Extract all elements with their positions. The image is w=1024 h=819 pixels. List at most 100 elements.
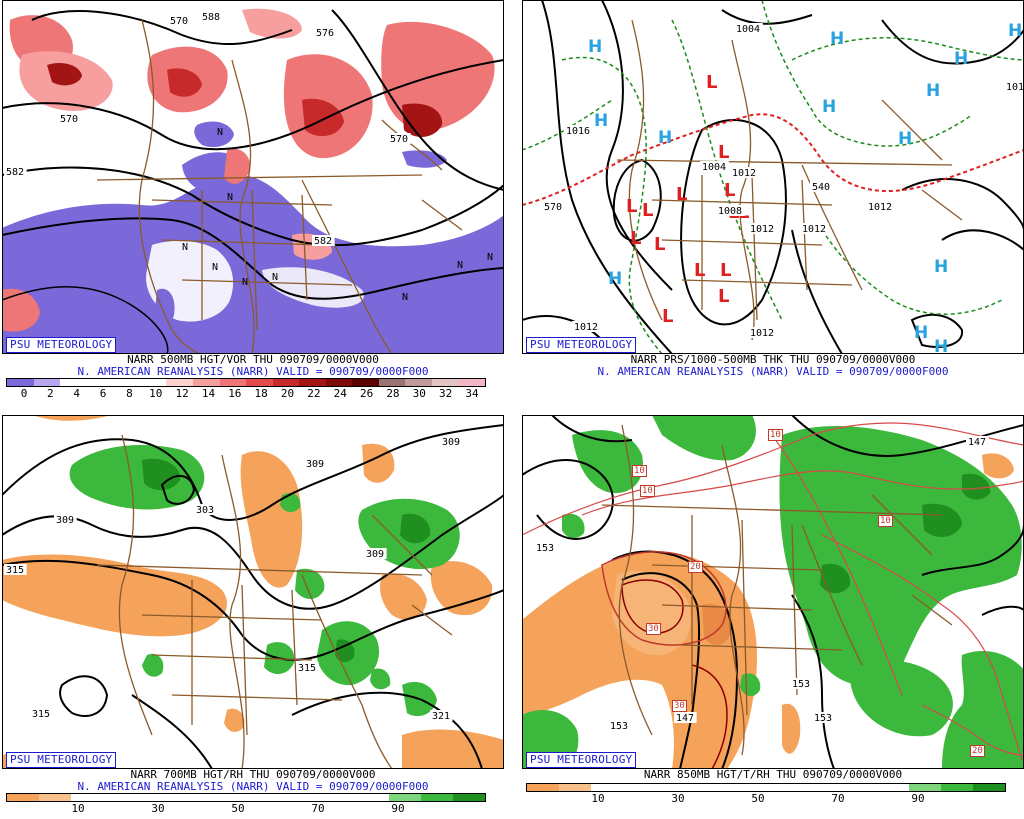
height-contour — [31, 10, 293, 45]
svg-text:N: N — [227, 192, 233, 203]
colorbar-swatch — [750, 784, 782, 791]
contour-label: 309 — [442, 437, 460, 448]
colorbar-tick-label: 30 — [412, 387, 426, 400]
colorbar-swatch — [941, 784, 974, 791]
product-header-line: NARR PRS/1000-500MB THK THU 090709/0000V… — [630, 353, 916, 366]
contour-label: 570 — [60, 114, 78, 125]
colorbar-tick-label: 50 — [751, 792, 765, 805]
valid-time-line: N. AMERICAN REANALYSIS (NARR) VALID = 09… — [77, 365, 429, 378]
contour-label: 1004 — [736, 24, 760, 35]
contour-label: 303 — [196, 505, 214, 516]
colorbar-tick-label: 16 — [228, 387, 242, 400]
svg-text:L: L — [676, 184, 687, 205]
colorbar-tick-label: 0 — [20, 387, 28, 400]
svg-text:H: H — [822, 97, 836, 117]
contour-label: 1004 — [702, 162, 726, 173]
contour-label: 147 — [676, 713, 694, 724]
contour-label: 1016 — [566, 126, 590, 137]
colorbar-swatch — [192, 379, 220, 386]
high-pressure-symbol: H — [588, 37, 602, 57]
contour-label: 570 — [170, 16, 188, 27]
panel-500mb-vorticity: N N N N N N N N N 570 582 570 582 588 576 570 … — [2, 0, 504, 404]
colorbar-tick-label: 4 — [73, 387, 81, 400]
contour-label: 309 — [56, 515, 74, 526]
moist-air-area — [69, 445, 205, 510]
colorbar-labels: 0 2 4 6 8 10 12 14 16 18 20 22 24 26 28 30 32 34 — [6, 388, 484, 402]
temperature-label: 30 — [646, 623, 661, 635]
svg-text:H: H — [594, 111, 608, 131]
contour-label: 540 — [812, 182, 830, 193]
colorbar-swatch — [718, 784, 751, 791]
colorbar-swatch — [7, 379, 34, 386]
temperature-label: 10 — [768, 429, 783, 441]
colorbar-tick-label: 30 — [151, 802, 165, 815]
svg-text:H: H — [830, 29, 844, 49]
colorbar-tick-label: 28 — [386, 387, 400, 400]
svg-text:N: N — [217, 127, 223, 138]
colorbar-tick-label: 20 — [280, 387, 295, 400]
map-850mb-temp-rh: 153 153 153 153 147 147 — [522, 415, 1024, 769]
contour-label: 153 — [536, 543, 554, 554]
colorbar-tick-label: 8 — [126, 387, 133, 400]
svg-text:N: N — [212, 262, 218, 273]
contour-label: 309 — [366, 549, 384, 560]
contour-label: 582 — [6, 167, 24, 178]
colorbar-tick-label: 34 — [465, 387, 479, 400]
colorbar-swatch — [139, 379, 167, 386]
colorbar-swatch — [909, 784, 942, 791]
svg-text:H: H — [934, 257, 948, 277]
colorbar-tick-label: 18 — [254, 387, 268, 400]
map-700mb-rh: 309 303 309 315 309 315 315 321 309 — [2, 415, 504, 769]
colorbar-swatch — [230, 794, 262, 801]
svg-text:H: H — [926, 81, 940, 101]
svg-text:H: H — [898, 129, 912, 149]
colorbar-swatch — [38, 794, 71, 801]
svg-text:L: L — [694, 260, 705, 281]
svg-text:L: L — [662, 306, 673, 327]
vorticity-center-marker: N — [272, 272, 278, 283]
colorbar-swatch — [877, 784, 910, 791]
contour-label: 321 — [432, 711, 450, 722]
colorbar-swatch — [102, 794, 135, 801]
thickness-contour-warm — [522, 113, 1024, 206]
colorbar-tick-label: 50 — [231, 802, 245, 815]
contour-label: 153 — [792, 679, 810, 690]
colorbar-tick-label: 6 — [99, 387, 107, 400]
contour-label: 147 — [968, 437, 986, 448]
svg-text:N: N — [457, 260, 463, 271]
psu-meteorology-badge: PSU METEOROLOGY — [526, 337, 637, 353]
colorbar-swatch — [378, 379, 406, 386]
svg-text:L: L — [626, 196, 637, 217]
colorbar-swatch — [246, 379, 273, 386]
contour-label: 153 — [814, 713, 832, 724]
contour-label: 153 — [610, 721, 628, 732]
colorbar-swatch — [432, 379, 459, 386]
contour-label: 1012 — [732, 168, 756, 179]
temperature-contour — [522, 422, 1024, 536]
temperature-label: 10 — [632, 465, 647, 477]
valid-time-line: N. AMERICAN REANALYSIS (NARR) VALID = 09… — [77, 780, 429, 793]
svg-text:H: H — [954, 49, 968, 69]
svg-text:H: H — [658, 128, 672, 148]
svg-text:H: H — [934, 337, 948, 354]
contour-label: 1008 — [718, 206, 742, 217]
height-contour — [331, 9, 504, 191]
svg-text:L: L — [724, 180, 735, 201]
psu-meteorology-badge: PSU METEOROLOGY — [6, 752, 117, 768]
colorbar-tick-label: 30 — [671, 792, 685, 805]
colorbar-swatch — [590, 784, 623, 791]
colorbar-tick-label: 70 — [831, 792, 845, 805]
colorbar-swatch — [654, 784, 687, 791]
colorbar-tick-label: 2 — [47, 387, 54, 400]
svg-text:N: N — [242, 277, 248, 288]
svg-text:H: H — [608, 269, 622, 289]
contour-label: 570 — [544, 202, 562, 213]
colorbar-tick-label: 22 — [307, 387, 321, 400]
thickness-contour-cold — [561, 56, 663, 354]
colorbar-labels: 10 30 50 70 90 — [526, 793, 1004, 807]
colorbar-swatch — [219, 379, 247, 386]
psu-meteorology-badge: PSU METEOROLOGY — [526, 752, 637, 768]
height-contour — [2, 424, 504, 521]
colorbar-swatch — [622, 784, 655, 791]
svg-text:L: L — [720, 260, 731, 281]
